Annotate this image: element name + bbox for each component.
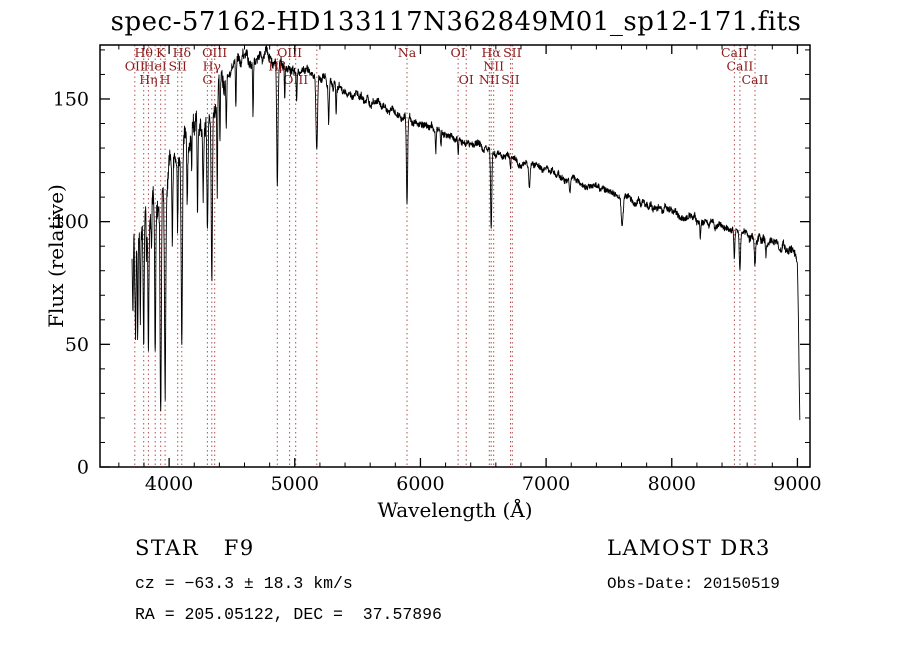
survey-text: LAMOST DR3 [607, 536, 771, 560]
spectral-line-label: SII [501, 72, 520, 87]
spectral-line-label: NII [479, 72, 500, 87]
x-tick-label: 8000 [648, 473, 696, 495]
spectral-line-label: CaII [726, 59, 753, 74]
spectral-line-label: G [202, 72, 212, 87]
plot-frame [99, 44, 811, 468]
x-tick-label: 5000 [271, 473, 319, 495]
spectral-line-label: OIII [277, 45, 302, 60]
spectral-line-label: CaII [721, 45, 748, 60]
spectral-line-label: Na [398, 45, 417, 60]
spectral-line-label: SII [503, 45, 522, 60]
y-tick-label: 50 [65, 334, 89, 356]
y-tick-label: 100 [53, 211, 89, 233]
x-axis-title: Wavelength (Å) [377, 497, 532, 522]
spectral-line-label: OIII [202, 45, 227, 60]
spectrum-path [131, 45, 801, 421]
spectral-line-label: CaII [742, 72, 769, 87]
spectral-line-label: OII [125, 59, 145, 74]
spectral-line-label: K [156, 45, 166, 60]
spectral-line-label: HeI [144, 59, 167, 74]
spectral-line-label: OI [451, 45, 466, 60]
spectral-line-label: H [160, 72, 171, 87]
x-tick-label: 4000 [145, 473, 193, 495]
y-tick-label: 0 [77, 457, 89, 479]
y-tick-label: 150 [53, 88, 89, 110]
plot-title: spec-57162-HD133117N362849M01_sp12-171.f… [110, 7, 802, 37]
x-tick-label: 9000 [773, 473, 821, 495]
y-axis-title: Flux (relative) [44, 184, 68, 328]
obs-date-text: Obs-Date: 20150519 [607, 575, 780, 593]
spectral-line-label: NII [483, 59, 504, 74]
spectral-line-label: Hδ [173, 45, 191, 60]
velocity-text: cz = −63.3 ± 18.3 km/s [135, 574, 353, 593]
spectral-line-label: Hθ [134, 45, 152, 60]
coordinates-text: RA = 205.05122, DEC = 37.57896 [135, 605, 442, 624]
classification-text: STAR F9 [135, 536, 255, 560]
x-tick-label: 6000 [396, 473, 444, 495]
spectral-line-label: Hγ [203, 59, 221, 74]
spectral-line-label: Hη [139, 72, 157, 87]
x-tick-label: 7000 [522, 473, 570, 495]
spectral-line-label: Hα [482, 45, 502, 60]
spectral-line-label: SII [168, 59, 187, 74]
spectral-line-label: OI [459, 72, 474, 87]
